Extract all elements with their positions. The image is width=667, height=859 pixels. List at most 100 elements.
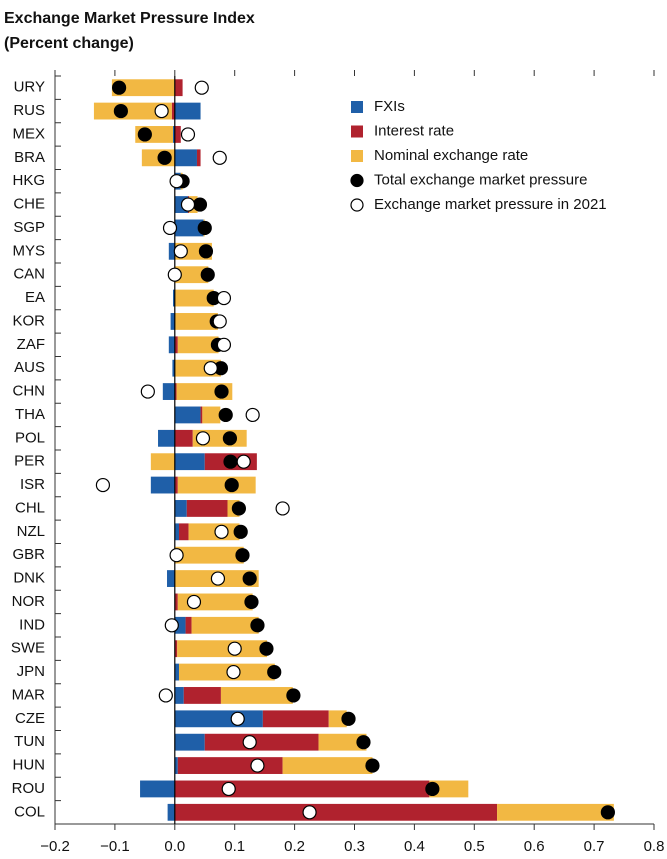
bar-segment bbox=[170, 313, 175, 330]
bar-segment bbox=[177, 336, 219, 354]
dot bbox=[212, 314, 227, 329]
dot bbox=[157, 150, 172, 165]
y-tick-label: MAR bbox=[12, 686, 46, 703]
bar-segment bbox=[318, 733, 367, 751]
legend-swatch bbox=[350, 173, 364, 188]
x-tick-label: 0.1 bbox=[224, 838, 245, 855]
x-tick-label: 0.0 bbox=[164, 838, 185, 855]
bar-segment bbox=[158, 429, 175, 447]
dot bbox=[95, 477, 111, 493]
y-tick-label: SGP bbox=[13, 219, 45, 236]
chart-subtitle: (Percent change) bbox=[4, 35, 134, 52]
bar-segment bbox=[183, 687, 221, 704]
y-tick-label: CZE bbox=[15, 710, 45, 727]
dot bbox=[195, 431, 211, 446]
y-tick-label: NOR bbox=[12, 593, 46, 610]
bar-segment bbox=[167, 803, 175, 821]
bar-segment bbox=[262, 710, 329, 728]
x-tick-label: −0.1 bbox=[100, 838, 130, 855]
y-tick-label: SWE bbox=[11, 640, 45, 657]
y-tick-label: EA bbox=[25, 289, 45, 306]
dot bbox=[302, 805, 317, 820]
dot bbox=[231, 501, 246, 516]
dot bbox=[214, 524, 229, 539]
y-tick-label: RUS bbox=[13, 102, 45, 119]
bar-segment bbox=[174, 500, 187, 517]
y-tick-label: KOR bbox=[12, 312, 45, 329]
x-tick-label: 0.4 bbox=[404, 838, 425, 855]
bar-segment bbox=[177, 476, 256, 494]
bar-segment bbox=[174, 266, 209, 284]
dot bbox=[137, 127, 152, 142]
bar-segment bbox=[140, 780, 175, 798]
bar-segment bbox=[220, 687, 293, 704]
y-tick-label: BRA bbox=[14, 149, 45, 166]
bar-segment bbox=[174, 663, 179, 681]
bar-segment bbox=[174, 733, 205, 751]
x-tick-label: 0.5 bbox=[464, 838, 485, 855]
bar-segment bbox=[174, 803, 498, 821]
bar-segment bbox=[172, 359, 175, 377]
bar-segment bbox=[186, 500, 228, 517]
dot bbox=[198, 244, 214, 259]
dot bbox=[154, 103, 169, 119]
bar-segment bbox=[93, 102, 172, 120]
y-tick-label: NZL bbox=[17, 523, 45, 540]
chart-title: Exchange Market Pressure Index bbox=[4, 10, 255, 27]
x-tick-label: 0.6 bbox=[524, 838, 545, 855]
bar-segment bbox=[188, 523, 240, 541]
dot bbox=[164, 618, 179, 633]
bar-segment bbox=[174, 476, 178, 494]
dot bbox=[224, 477, 239, 493]
dot bbox=[194, 80, 209, 95]
dot bbox=[250, 618, 265, 633]
dot bbox=[244, 594, 259, 610]
dot bbox=[275, 501, 290, 516]
bar-segment bbox=[174, 219, 204, 237]
bar-segment bbox=[174, 126, 181, 143]
bar-segment bbox=[168, 242, 175, 260]
bar-segment bbox=[174, 406, 201, 424]
dot bbox=[212, 150, 227, 165]
bar-segment bbox=[178, 523, 189, 541]
x-tick-label: −0.2 bbox=[40, 838, 70, 855]
dot bbox=[218, 407, 233, 423]
dot bbox=[203, 361, 218, 376]
bar-segment bbox=[429, 780, 469, 798]
y-tick-label: POL bbox=[15, 429, 45, 446]
bar-segment bbox=[150, 453, 175, 471]
legend-swatch bbox=[351, 101, 363, 113]
bar-segment bbox=[168, 336, 175, 354]
dot bbox=[158, 688, 173, 703]
dot bbox=[169, 174, 184, 189]
bar-segment bbox=[174, 523, 179, 541]
dot bbox=[167, 267, 182, 282]
dot bbox=[111, 80, 127, 95]
dot bbox=[226, 664, 241, 680]
dot bbox=[186, 594, 202, 610]
bar-segment bbox=[177, 640, 268, 658]
dot bbox=[221, 781, 236, 797]
bar-segment bbox=[202, 406, 221, 424]
y-tick-label: ROU bbox=[12, 780, 45, 797]
dot bbox=[341, 711, 356, 726]
dot bbox=[267, 664, 282, 680]
dot bbox=[425, 781, 440, 797]
dot bbox=[113, 103, 128, 119]
legend-label: Exchange market pressure in 2021 bbox=[374, 196, 607, 213]
bar-segment bbox=[174, 429, 193, 447]
dot bbox=[200, 267, 215, 282]
bar-segment bbox=[111, 79, 175, 97]
dot bbox=[236, 454, 251, 469]
bar-segment bbox=[177, 757, 283, 774]
dot bbox=[242, 571, 257, 586]
legend-label: Nominal exchange rate bbox=[374, 147, 528, 164]
dot bbox=[235, 548, 250, 563]
dot bbox=[230, 711, 245, 726]
bar-segment bbox=[174, 710, 263, 728]
bar-segment bbox=[204, 733, 319, 751]
dot bbox=[180, 197, 196, 212]
dot bbox=[180, 127, 196, 142]
x-tick-label: 0.8 bbox=[644, 838, 665, 855]
